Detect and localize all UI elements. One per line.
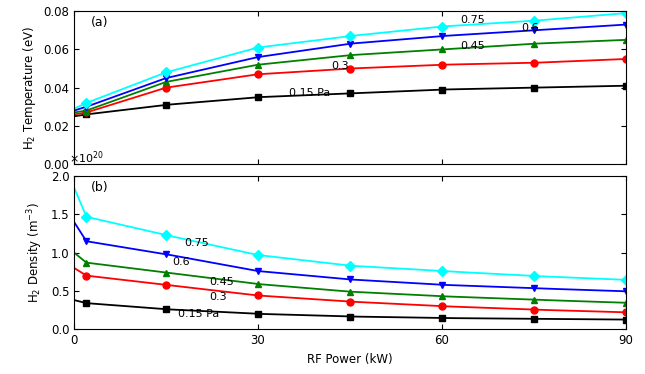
Text: (a): (a) — [91, 16, 108, 29]
Text: 0.45: 0.45 — [209, 277, 233, 287]
Text: (b): (b) — [91, 181, 108, 194]
Text: 0.3: 0.3 — [209, 292, 226, 302]
Text: 0.6: 0.6 — [521, 23, 539, 33]
Text: 0.15 Pa: 0.15 Pa — [288, 88, 330, 98]
Y-axis label: H$_2$ Density (m$^{-3}$): H$_2$ Density (m$^{-3}$) — [26, 202, 45, 303]
Text: 0.45: 0.45 — [461, 42, 485, 52]
Text: 0.75: 0.75 — [461, 15, 485, 25]
Text: 0.15 Pa: 0.15 Pa — [178, 309, 219, 319]
X-axis label: RF Power (kW): RF Power (kW) — [307, 353, 393, 365]
Text: 0.6: 0.6 — [172, 257, 190, 267]
Text: 0.3: 0.3 — [332, 61, 349, 71]
Text: 0.75: 0.75 — [184, 238, 209, 248]
Text: $\times10^{20}$: $\times10^{20}$ — [68, 149, 104, 166]
Y-axis label: H$_2$ Temperature (eV): H$_2$ Temperature (eV) — [21, 25, 38, 150]
